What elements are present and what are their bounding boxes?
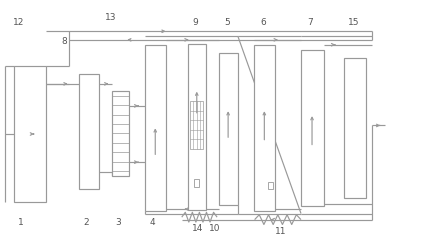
Text: 15: 15 (348, 18, 360, 27)
Text: 4: 4 (150, 217, 155, 227)
Text: 1: 1 (18, 218, 23, 227)
Text: 10: 10 (209, 224, 220, 233)
Text: 12: 12 (13, 18, 24, 27)
Bar (188, 44, 206, 210)
Bar (268, 182, 273, 189)
Text: 6: 6 (260, 18, 266, 27)
Bar (112, 91, 129, 176)
Text: 7: 7 (307, 18, 313, 27)
Bar (14, 65, 46, 202)
Text: 14: 14 (192, 224, 204, 233)
Bar (344, 58, 366, 198)
Text: 3: 3 (115, 217, 121, 227)
Text: 5: 5 (224, 18, 230, 27)
Bar (190, 101, 203, 149)
Bar (194, 179, 199, 187)
Bar (254, 45, 276, 211)
Text: 13: 13 (105, 13, 116, 22)
Bar (145, 45, 166, 211)
Text: 8: 8 (61, 37, 67, 46)
Text: 2: 2 (84, 217, 89, 227)
Bar (79, 74, 99, 189)
Text: 11: 11 (275, 227, 287, 236)
Bar (219, 53, 238, 205)
Text: 9: 9 (193, 18, 198, 27)
Bar (301, 50, 324, 206)
